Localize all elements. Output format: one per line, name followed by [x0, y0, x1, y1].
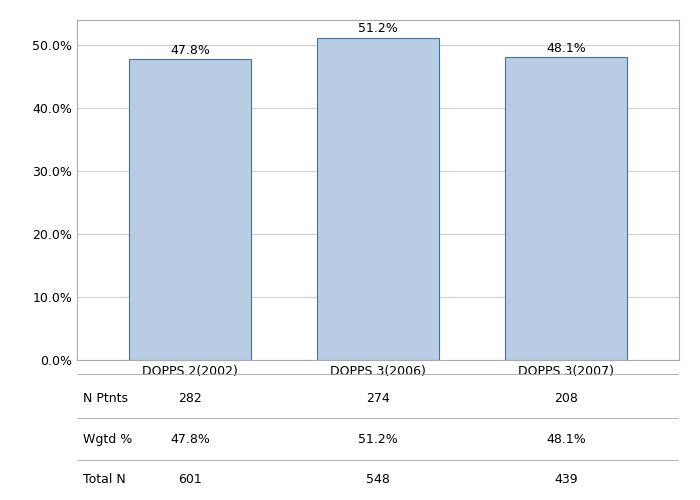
Text: 601: 601	[178, 473, 202, 486]
Text: 48.1%: 48.1%	[546, 432, 586, 446]
Bar	[129, 59, 251, 360]
Text: Wgtd %: Wgtd %	[83, 432, 132, 446]
Text: 51.2%: 51.2%	[358, 22, 398, 35]
Text: 548: 548	[366, 473, 390, 486]
Text: 47.8%: 47.8%	[170, 432, 210, 446]
Text: 51.2%: 51.2%	[358, 432, 398, 446]
Bar	[505, 57, 627, 360]
Text: 274: 274	[366, 392, 390, 405]
Text: 47.8%: 47.8%	[170, 44, 210, 57]
Text: 439: 439	[554, 473, 578, 486]
Text: Total N: Total N	[83, 473, 126, 486]
Text: 48.1%: 48.1%	[546, 42, 586, 54]
Text: 282: 282	[178, 392, 202, 405]
Text: 208: 208	[554, 392, 578, 405]
Text: N Ptnts: N Ptnts	[83, 392, 128, 405]
Bar	[317, 38, 439, 360]
